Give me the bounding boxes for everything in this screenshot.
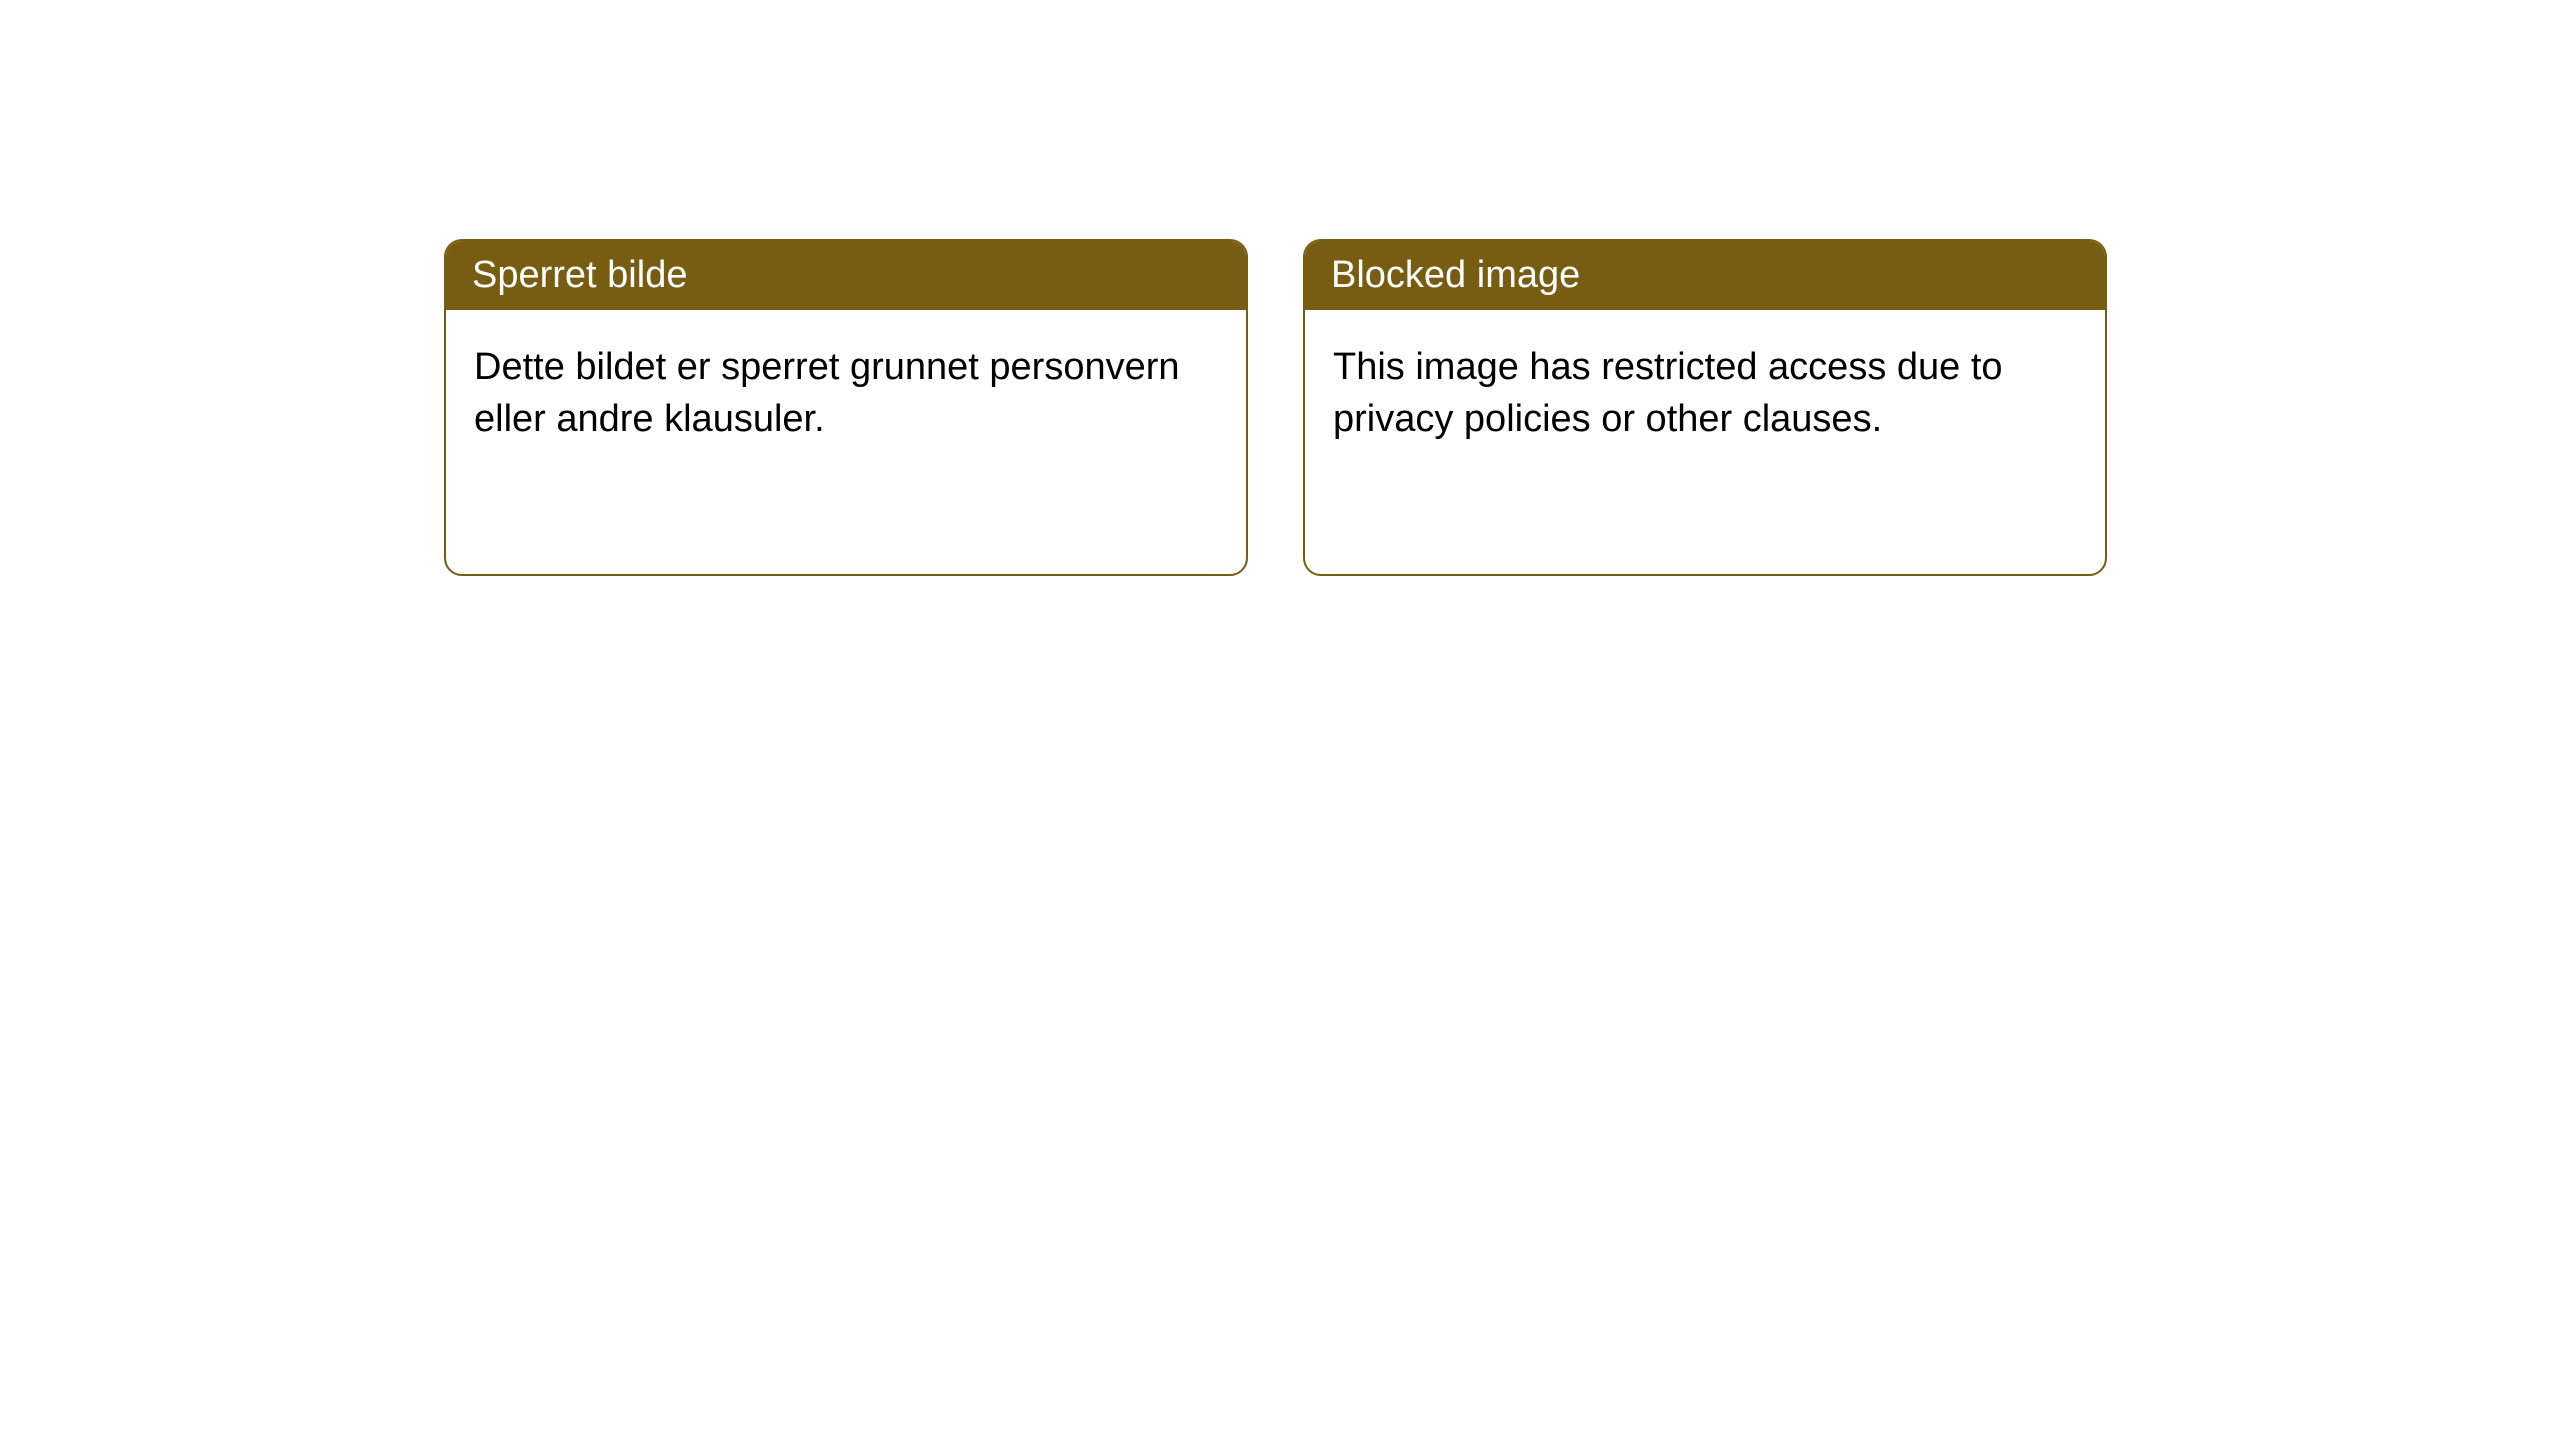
notice-body: This image has restricted access due to …	[1305, 310, 2105, 477]
notice-body: Dette bildet er sperret grunnet personve…	[446, 310, 1246, 477]
notice-box-norwegian: Sperret bilde Dette bildet er sperret gr…	[444, 239, 1248, 576]
notice-title: Sperret bilde	[446, 241, 1246, 310]
notice-container: Sperret bilde Dette bildet er sperret gr…	[0, 0, 2560, 576]
notice-box-english: Blocked image This image has restricted …	[1303, 239, 2107, 576]
notice-title: Blocked image	[1305, 241, 2105, 310]
